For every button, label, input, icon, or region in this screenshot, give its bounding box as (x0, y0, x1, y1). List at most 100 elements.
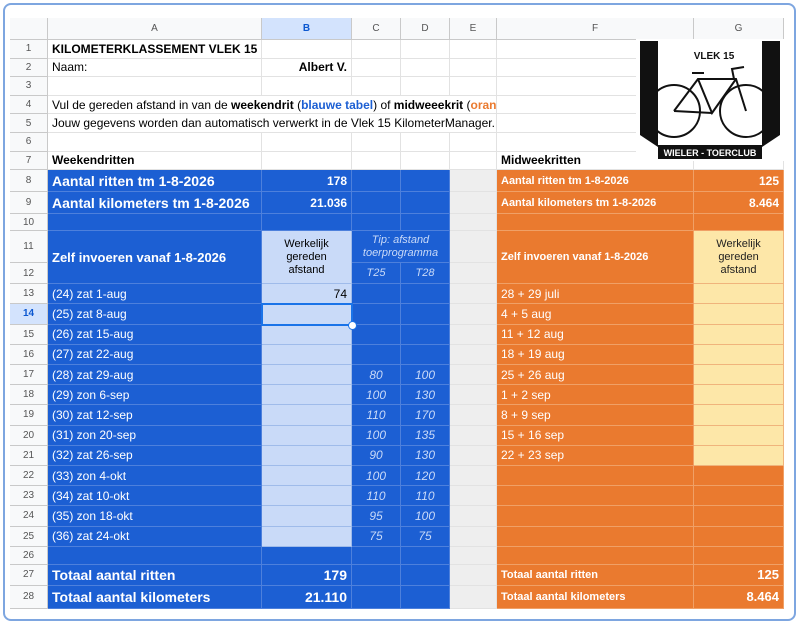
cell-text: 4 (25, 99, 32, 111)
tip-header: Tip: afstand toerprogramma (352, 231, 450, 264)
cell-text: (29) zon 6-sep (52, 387, 130, 402)
fill-handle[interactable] (348, 320, 357, 330)
cell-text: 110 (415, 488, 435, 503)
cell-text: T28 (415, 267, 435, 280)
label: Aantal kilometers tm 1-8-2026 (497, 192, 694, 215)
cell-text: midweeekrit (393, 97, 464, 112)
cell (48, 133, 262, 152)
cell-text: 3 (25, 80, 32, 92)
blue-cell (352, 564, 401, 586)
cell-text: 90 (369, 448, 383, 463)
spacer-cell (450, 385, 497, 406)
cell-text: 125 (757, 567, 779, 583)
logo: VLEK 15 WIELER - TOERCLUB (636, 39, 784, 161)
cell-text: 8.464 (748, 195, 779, 210)
cell-text: ( (293, 97, 302, 112)
cell (450, 151, 497, 171)
cell (352, 40, 401, 59)
cell-text: KILOMETERKLASSEMENT VLEK 15 (52, 41, 258, 56)
ride-date: (32) zat 26-sep (48, 445, 262, 466)
cell-text: ( (463, 97, 471, 112)
cell-text: (26) zat 15-aug (52, 327, 134, 342)
tip-value: 100 (352, 466, 401, 487)
cell-text: 17 (22, 369, 35, 381)
value: 21.036 (262, 192, 352, 215)
input-cell: 74 (262, 284, 352, 305)
cell (401, 77, 450, 96)
cell-text: Aantal kilometers tm 1-8-2026 (52, 194, 250, 211)
cell-text: 22 + 23 sep (501, 448, 565, 463)
spacer-cell (450, 324, 497, 345)
input-cell (262, 405, 352, 426)
spacer-cell (450, 445, 497, 466)
total-value: 21.110 (262, 585, 352, 609)
ride-date: (26) zat 15-aug (48, 324, 262, 345)
blue-cell (401, 214, 450, 232)
ride-date: (25) zat 8-aug (48, 304, 262, 325)
selection[interactable] (261, 303, 353, 326)
cell-text: 80 (369, 367, 383, 382)
tip-value: 110 (352, 405, 401, 426)
cell-text: Weekendritten (52, 153, 135, 168)
row-header: 1 (10, 40, 48, 59)
title: KILOMETERKLASSEMENT VLEK 15 (48, 40, 262, 59)
tip-value: 120 (401, 466, 450, 487)
cell-text: (25) zat 8-aug (52, 306, 127, 321)
frame (3, 3, 796, 621)
tip-value: 170 (401, 405, 450, 426)
cell-text: 110 (366, 407, 386, 422)
corner (10, 18, 48, 40)
row-header: 9 (10, 192, 48, 215)
cell (401, 58, 450, 78)
blue-cell (262, 214, 352, 232)
row-header: 23 (10, 486, 48, 507)
blue-cell (401, 585, 450, 609)
label: Zelf invoeren vanaf 1-8-2026 (48, 231, 262, 285)
ride-date: (29) zon 6-sep (48, 385, 262, 406)
name: Albert V. (262, 58, 352, 78)
column-header: A (48, 18, 262, 40)
cell-text: Jouw gegevens worden dan automatisch ver… (52, 116, 495, 131)
input-cell (694, 385, 784, 406)
cell-text: 75 (369, 529, 383, 544)
cell-text: Totaal aantal kilometers (501, 590, 626, 603)
cell-text: 11 + 12 aug (501, 327, 564, 342)
tip-value (401, 344, 450, 365)
cell-text: 7 (25, 154, 32, 166)
cell-text: 12 (22, 267, 35, 279)
cell-text: (30) zat 12-sep (52, 407, 133, 422)
orange-cell (694, 506, 784, 527)
orange-cell (497, 466, 694, 487)
input-cell (694, 365, 784, 386)
cell-text: 20 (22, 429, 35, 441)
cell-text: 100 (365, 428, 387, 443)
cell-text: 75 (418, 529, 432, 544)
total-value: 125 (694, 564, 784, 586)
cell-text: 13 (22, 288, 35, 300)
cell (401, 133, 450, 152)
tip-value: 80 (352, 365, 401, 386)
tip-value: 90 (352, 445, 401, 466)
input-cell (262, 466, 352, 487)
cell-text: 135 (414, 428, 436, 443)
row-header: 7 (10, 151, 48, 171)
cell-text: Vul de gereden afstand in van de (52, 97, 232, 112)
total-value: 179 (262, 564, 352, 586)
cell (401, 151, 450, 171)
cell-text: 8 (25, 175, 32, 187)
row-header: 11 (10, 231, 48, 264)
ride-date: 28 + 29 juli (497, 284, 694, 305)
cell-text: (31) zon 20-sep (52, 428, 137, 443)
cell (352, 77, 401, 96)
cell-text: 1 + 2 sep (501, 387, 551, 402)
cell-text: Totaal aantal kilometers (52, 588, 211, 605)
row-header: 27 (10, 564, 48, 586)
cell-text: (32) zat 26-sep (52, 448, 133, 463)
cell (450, 77, 497, 96)
blue-cell (352, 585, 401, 609)
cell-text: (24) zat 1-aug (52, 286, 127, 301)
cell-text: 6 (25, 136, 32, 148)
ride-date: (33) zon 4-okt (48, 466, 262, 487)
tip-value (352, 304, 401, 325)
